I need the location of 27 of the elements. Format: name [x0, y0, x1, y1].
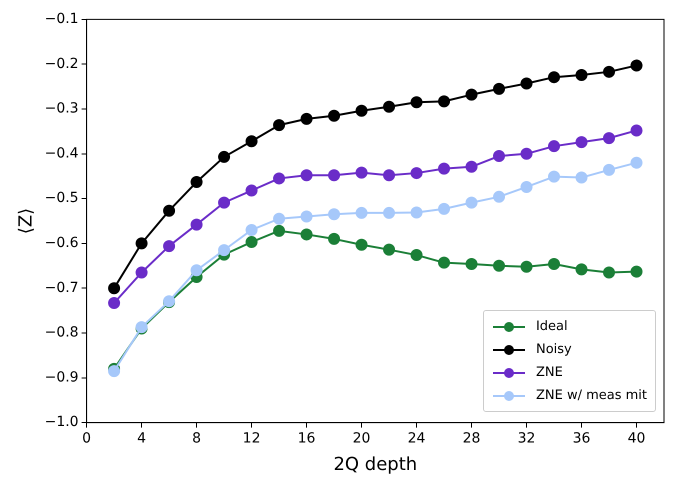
y-tick-label: −0.9 [44, 369, 79, 386]
x-tick-label: 32 [518, 430, 536, 447]
x-axis-title: 2Q depth [333, 454, 418, 475]
x-tick-label: 16 [298, 430, 316, 447]
legend-label: ZNE w/ meas mit [536, 388, 647, 403]
y-tick-label: −0.6 [44, 235, 79, 252]
x-tick-label: 0 [82, 430, 92, 447]
y-tick-label: −0.7 [44, 280, 79, 296]
y-tick-label: −0.5 [44, 190, 79, 206]
x-tick-label: 8 [192, 430, 202, 447]
y-tick-label: −1.0 [44, 414, 79, 430]
legend-label: ZNE [536, 365, 563, 380]
x-tick-label: 40 [628, 430, 646, 447]
x-tick-label: 28 [462, 430, 480, 447]
legend-label: Ideal [536, 319, 568, 334]
y-axis-title: ⟨Z⟩ [15, 208, 36, 234]
legend-label: Noisy [536, 342, 572, 357]
x-tick-label: 20 [352, 430, 370, 447]
y-tick-label: −0.1 [44, 11, 79, 28]
x-tick-label: 12 [242, 430, 260, 447]
x-tick-label: 4 [137, 430, 146, 447]
x-tick-label: 36 [572, 430, 591, 447]
y-tick-label: −0.3 [44, 100, 79, 117]
y-tick-label: −0.4 [44, 145, 79, 162]
x-tick-label: 24 [408, 430, 426, 447]
y-tick-label: −0.8 [44, 324, 79, 341]
y-tick-label: −0.2 [44, 56, 79, 72]
